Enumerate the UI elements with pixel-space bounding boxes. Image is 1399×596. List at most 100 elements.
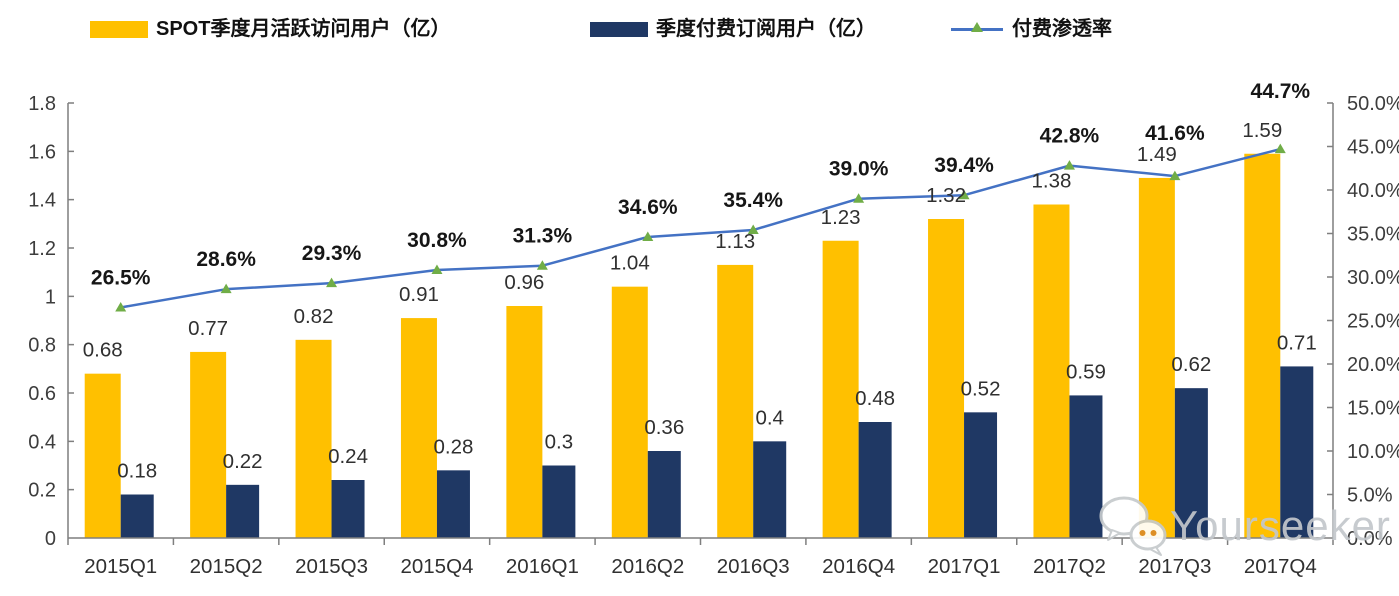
label-penetration-2016Q3: 35.4% <box>723 189 783 212</box>
right-axis-tick: 5.0% <box>1347 485 1393 507</box>
triangle-marker-icon <box>1274 143 1286 154</box>
penetration-line <box>120 147 1281 309</box>
right-axis-tick: 15.0% <box>1347 398 1399 420</box>
label-subscribers-2017Q4: 0.71 <box>1277 331 1317 354</box>
bar-subscribers-2016Q2 <box>647 451 681 538</box>
bar-mau-2015Q3 <box>295 339 332 538</box>
x-axis-label-2015Q2: 2015Q2 <box>190 555 263 578</box>
label-mau-2017Q2: 1.38 <box>1032 170 1072 193</box>
label-subscribers-2016Q2: 0.36 <box>644 416 684 439</box>
legend-item-penetration: 付费渗透率 <box>951 17 1112 41</box>
triangle-marker-icon <box>1063 160 1075 170</box>
penetration-line-swatch-icon <box>951 21 1003 37</box>
label-penetration-2016Q2: 34.6% <box>618 196 678 219</box>
bar-mau-2017Q2 <box>1033 204 1070 538</box>
triangle-marker-icon <box>220 283 232 294</box>
bar-mau-2016Q4 <box>822 240 859 538</box>
x-axis-label-2016Q3: 2016Q3 <box>717 555 790 578</box>
x-axis-label-2016Q4: 2016Q4 <box>822 555 895 578</box>
x-axis-label-2015Q1: 2015Q1 <box>84 555 157 578</box>
bar-subscribers-2015Q4 <box>436 470 470 538</box>
right-axis-tick: 45.0% <box>1347 137 1399 159</box>
label-subscribers-2016Q4: 0.48 <box>855 387 895 410</box>
left-axis-tick: 1.2 <box>28 238 56 260</box>
legend-label-penetration: 付费渗透率 <box>1012 18 1112 40</box>
bar-subscribers-2015Q1 <box>120 494 154 538</box>
label-mau-2017Q1: 1.32 <box>926 184 966 207</box>
triangle-marker-icon <box>853 193 865 203</box>
label-subscribers-2017Q1: 0.52 <box>961 377 1001 400</box>
bar-subscribers-2016Q3 <box>753 441 787 538</box>
label-mau-2015Q2: 0.77 <box>188 317 228 340</box>
mau-bar-swatch-icon <box>90 20 148 38</box>
legend-label-mau: SPOT季度月活跃访问用户（亿） <box>156 18 451 40</box>
left-axis-tick: 1 <box>45 286 56 308</box>
subscribers-bar-swatch-icon <box>590 21 648 37</box>
right-axis-tick: 0.0% <box>1347 528 1393 550</box>
label-subscribers-2015Q4: 0.28 <box>434 435 474 458</box>
x-axis-label-2017Q2: 2017Q2 <box>1033 555 1106 578</box>
left-axis-tick: 0 <box>45 528 56 550</box>
x-axis-label-2017Q3: 2017Q3 <box>1138 555 1211 578</box>
label-mau-2015Q1: 0.68 <box>83 339 123 362</box>
label-subscribers-2016Q1: 0.3 <box>545 431 574 454</box>
label-subscribers-2017Q2: 0.59 <box>1066 360 1106 383</box>
right-axis-tick: 20.0% <box>1347 354 1399 376</box>
label-mau-2016Q4: 1.23 <box>821 206 861 229</box>
bar-subscribers-2016Q4 <box>858 422 892 538</box>
label-mau-2015Q4: 0.91 <box>399 283 439 306</box>
bar-subscribers-2016Q1 <box>542 465 576 538</box>
label-subscribers-2017Q3: 0.62 <box>1171 353 1211 376</box>
label-penetration-2017Q1: 39.4% <box>934 154 994 177</box>
bar-subscribers-2015Q2 <box>226 484 260 538</box>
bar-subscribers-2017Q3 <box>1174 388 1208 538</box>
label-penetration-2017Q4: 44.7% <box>1251 80 1311 103</box>
label-penetration-2015Q2: 28.6% <box>196 248 256 271</box>
left-axis-tick: 0.8 <box>28 335 56 357</box>
label-mau-2017Q4: 1.59 <box>1242 119 1282 142</box>
triangle-marker-icon <box>115 301 127 312</box>
triangle-marker-icon <box>958 189 970 200</box>
triangle-marker-icon <box>971 22 983 32</box>
triangle-marker-icon <box>326 277 338 288</box>
right-axis-tick: 10.0% <box>1347 441 1399 463</box>
axes <box>67 102 1334 545</box>
left-axis-tick: 1.8 <box>28 93 56 115</box>
bar-subscribers-2017Q1 <box>964 412 998 538</box>
legend-item-mau: SPOT季度月活跃访问用户（亿） <box>90 17 450 41</box>
triangle-marker-icon <box>431 264 443 275</box>
label-mau-2016Q3: 1.13 <box>715 230 755 253</box>
label-penetration-2015Q3: 29.3% <box>302 242 362 265</box>
triangle-marker-icon <box>642 231 654 241</box>
label-penetration-2017Q3: 41.6% <box>1145 122 1205 145</box>
x-axis-label-2016Q1: 2016Q1 <box>506 555 579 578</box>
legend-label-subscribers: 季度付费订阅用户（亿） <box>656 18 876 40</box>
bar-subscribers-2017Q2 <box>1069 395 1103 538</box>
label-subscribers-2015Q2: 0.22 <box>223 450 263 473</box>
legend-item-subscribers: 季度付费订阅用户（亿） <box>590 17 876 41</box>
bar-mau-2016Q2 <box>611 286 648 538</box>
bar-mau-2017Q1 <box>928 219 965 538</box>
right-axis-tick: 50.0% <box>1347 93 1399 115</box>
label-subscribers-2015Q1: 0.18 <box>117 460 157 483</box>
triangle-marker-icon <box>536 260 548 270</box>
bar-subscribers-2017Q4 <box>1280 366 1314 538</box>
label-mau-2016Q1: 0.96 <box>504 271 544 294</box>
label-mau-2017Q3: 1.49 <box>1137 143 1177 166</box>
x-axis-label-2015Q3: 2015Q3 <box>295 555 368 578</box>
triangle-marker-icon <box>747 224 759 235</box>
bar-mau-2015Q1 <box>84 373 121 538</box>
bar-mau-2016Q1 <box>506 306 543 538</box>
label-penetration-2016Q4: 39.0% <box>829 158 889 181</box>
left-axis-tick: 0.6 <box>28 383 56 405</box>
label-mau-2016Q2: 1.04 <box>610 252 650 275</box>
left-axis-tick: 0.4 <box>28 431 56 453</box>
label-mau-2015Q3: 0.82 <box>294 305 334 328</box>
x-axis-label-2015Q4: 2015Q4 <box>400 555 473 578</box>
x-axis-label-2017Q1: 2017Q1 <box>928 555 1001 578</box>
label-penetration-2017Q2: 42.8% <box>1040 125 1100 148</box>
bar-mau-2016Q3 <box>717 264 754 538</box>
label-subscribers-2016Q3: 0.4 <box>755 406 784 429</box>
